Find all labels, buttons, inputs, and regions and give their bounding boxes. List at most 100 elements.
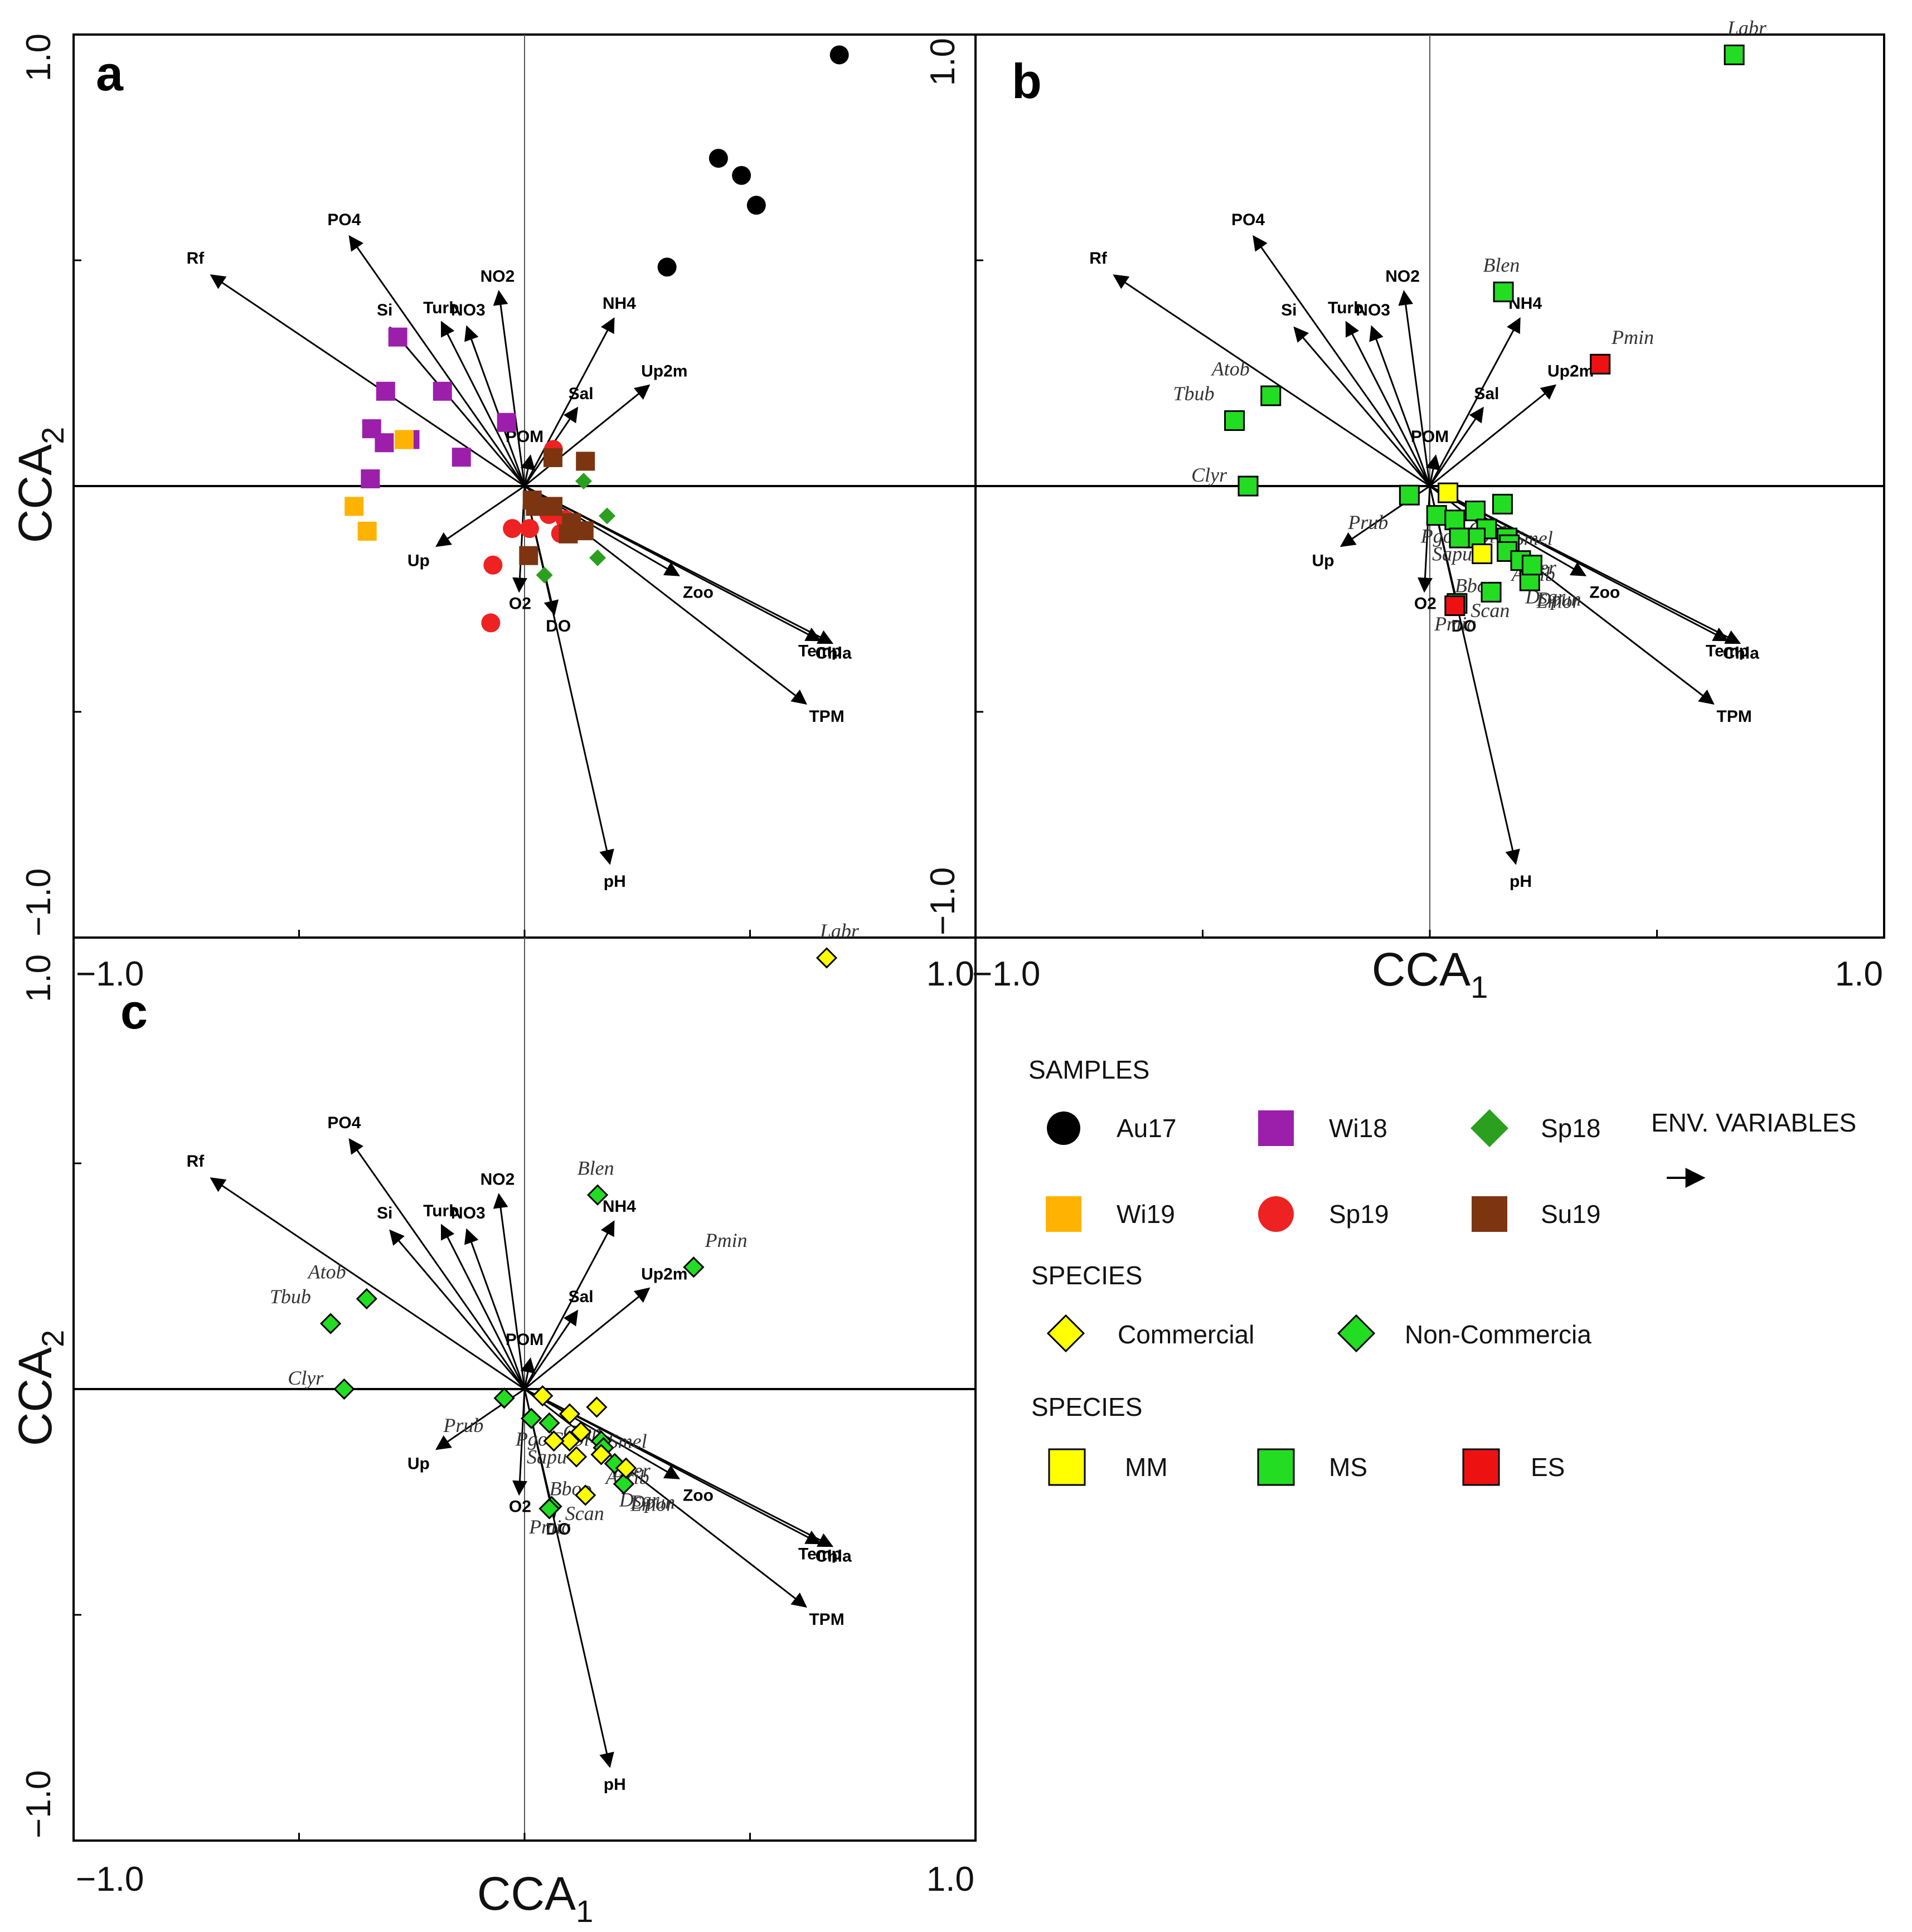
panel-b-env-label-po4: PO4 xyxy=(1231,211,1265,229)
legend-sample-su19: Su19 xyxy=(1472,1196,1600,1232)
panel-b-arrow-no3 xyxy=(1369,325,1431,487)
panel-a-sample-wi18-6 xyxy=(376,381,395,401)
panel-c-env-label-chla: Chla xyxy=(816,1547,852,1566)
panel-a-env-label-po4: PO4 xyxy=(327,211,361,229)
panel-b-species-label-scan: Scan xyxy=(1471,599,1510,622)
panel-b-env-label-rf: Rf xyxy=(1089,249,1108,268)
panel-c-species-clyr xyxy=(333,1378,355,1400)
panel-c-env-label-tpm: TPM xyxy=(809,1610,844,1629)
panel-b-arrow-o2 xyxy=(1417,486,1433,593)
panel-c-arrow-turb xyxy=(440,1224,526,1390)
panel-b-env-label-up: Up xyxy=(1312,552,1334,570)
panel-c-species-sphy xyxy=(570,1421,592,1443)
panel-c-arrow-po4 xyxy=(348,1138,526,1390)
panel-c-env-label-ph: pH xyxy=(604,1775,626,1794)
legend-marker-wi19 xyxy=(1046,1196,1081,1232)
panel-c-species-label-pmic: Pmic xyxy=(528,1516,570,1538)
panel-b-arrow-no2 xyxy=(1398,290,1431,487)
panel-a-yaxis-title: CCA2 xyxy=(9,427,70,543)
panel-b-species-tbub xyxy=(1224,410,1245,431)
panel-a-sample-su19-29 xyxy=(543,497,562,516)
panel-b-species-points: LabrBlenPminAtobTbubClyrPrubCjupSmelPgob… xyxy=(1173,17,1767,635)
legend-label-es: ES xyxy=(1531,1453,1565,1482)
panel-a-sample-wi18-10 xyxy=(375,433,394,453)
panel-a-env-label-tpm: TPM xyxy=(809,707,844,726)
panel-b-arrow-ph xyxy=(1429,486,1520,865)
panel-b-species-label-dpun: Dpun xyxy=(1536,588,1581,610)
panel-b-species-salb xyxy=(1472,543,1493,564)
legend-label-au17: Au17 xyxy=(1117,1114,1176,1143)
panel-a-arrow-rf xyxy=(210,274,525,487)
panel-a-sample-sp18-35 xyxy=(599,507,616,525)
panel-c-species-points: LabrBlenPminAtobTbubClyrPrubCjupSmelPgob… xyxy=(270,920,860,1538)
panel-c-ytick-bottom: −1.0 xyxy=(20,1770,58,1838)
panel-a-ytick-bottom: −1.0 xyxy=(20,868,58,936)
panel-a-arrow-no3 xyxy=(464,325,526,487)
panel-c-species-cjup xyxy=(559,1403,581,1425)
panel-c-species-dpun xyxy=(615,1457,637,1479)
panel-b-species-sapu xyxy=(1449,527,1470,548)
panel-b-species-prub xyxy=(1399,484,1420,506)
panel-c-env-label-temp: Temp xyxy=(798,1545,842,1564)
panel-a-sample-su19-25 xyxy=(543,448,562,467)
panel-b-species-atob xyxy=(1260,385,1282,406)
panel-b-env-label-nh4: NH4 xyxy=(1508,294,1542,313)
legend-env-title: ENV. VARIABLES xyxy=(1651,1108,1856,1137)
panel-b-species-cjup xyxy=(1465,501,1486,522)
panel-a-env-label-sal: Sal xyxy=(569,385,594,403)
panel-b-species-bboo xyxy=(1481,581,1502,603)
panel-c-species-label-blen: Blen xyxy=(578,1157,614,1179)
panel-b-env-label-ph: pH xyxy=(1510,872,1532,891)
panel-a-ytick-top: 1.0 xyxy=(20,33,58,81)
panel-b-arrow-pom xyxy=(1425,454,1441,487)
panel-a-arrow-si xyxy=(389,326,526,487)
panel-c-env-label-up: Up xyxy=(407,1455,430,1473)
legend-marker-au17 xyxy=(1047,1111,1080,1145)
panel-b-species-blen xyxy=(1493,281,1514,303)
panel-a-env-label-up2m: Up2m xyxy=(641,362,687,380)
panel-b-species-label-labr: Labr xyxy=(1727,17,1767,39)
panel-c-species-salb xyxy=(565,1446,588,1468)
panel-b-ytick-top: 1.0 xyxy=(924,38,962,86)
panel-c-ytick-top: 1.0 xyxy=(20,954,58,1002)
panel-c-arrow-ph xyxy=(523,1389,614,1768)
panel-b-arrow-po4 xyxy=(1253,235,1431,487)
panel-b-arrow-up2m xyxy=(1429,384,1557,487)
panel-c-species-prub xyxy=(493,1387,515,1409)
legend-marker-ms xyxy=(1257,1448,1295,1486)
panel-b-species-label-blen: Blen xyxy=(1483,254,1520,276)
panel-b-species-label-atob: Atob xyxy=(1211,358,1250,380)
panel-b-species-pgob xyxy=(1426,505,1447,526)
panel-b-species-clyr xyxy=(1238,475,1259,497)
panel-c-species-tlap xyxy=(559,1430,581,1452)
legend-marker-mm xyxy=(1048,1448,1086,1486)
legend-marker-commercial xyxy=(1046,1314,1085,1353)
panel-a-arrow-pom xyxy=(520,454,536,487)
panel-c-species-tbub xyxy=(320,1313,342,1334)
legend-label-ms: MS xyxy=(1329,1453,1367,1482)
panel-b-ytick-bottom: −1.0 xyxy=(924,867,962,935)
panel-a-sample-wi18-12 xyxy=(452,448,471,467)
panel-c-species-label-labr: Labr xyxy=(819,920,860,942)
panel-b-species-label-pmic: Pmic xyxy=(1434,613,1476,635)
panel-a-sample-wi19-16 xyxy=(357,522,377,541)
legend-label-noncommercial: Non-Commercia xyxy=(1405,1320,1591,1349)
panel-a-xtick-left: −1.0 xyxy=(76,955,144,993)
panel-c-env-label-nh4: NH4 xyxy=(603,1197,636,1216)
panel-c-species-ssal xyxy=(586,1396,608,1418)
panel-c-env-label-si: Si xyxy=(377,1204,392,1222)
legend-marker-wi18 xyxy=(1258,1110,1294,1146)
panel-a-arrow-chla xyxy=(524,485,834,644)
legend-sample-sp19: Sp19 xyxy=(1258,1196,1389,1232)
panel-b-species-ptri xyxy=(1438,482,1459,503)
panel-c-env-label-o2: O2 xyxy=(509,1498,531,1516)
panel-a-env-label-temp: Temp xyxy=(798,642,842,661)
legend-label-wi19: Wi19 xyxy=(1117,1200,1175,1229)
legend-sample-sp18: Sp18 xyxy=(1471,1109,1600,1147)
panel-b-species-label-clyr: Clyr xyxy=(1191,464,1227,486)
panel-a-sample-wi18-5 xyxy=(388,327,407,347)
panel-a-env-label-turb: Turb xyxy=(423,299,459,317)
panel-b-env-label-pom: POM xyxy=(1411,428,1449,446)
panel-a-sample-sp19-22 xyxy=(520,519,539,538)
